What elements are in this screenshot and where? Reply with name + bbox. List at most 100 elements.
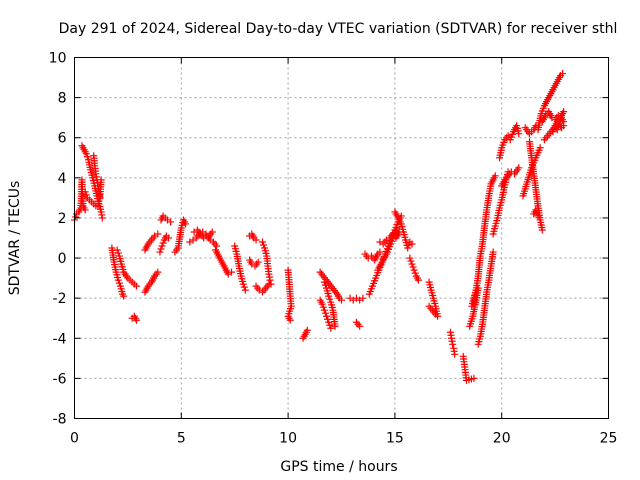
y-tick-label: -2 [53, 291, 67, 307]
data-point-marker [254, 258, 262, 266]
data-point-marker [327, 324, 335, 332]
data-point-marker [227, 268, 235, 276]
data-point-marker [241, 286, 249, 294]
y-tick-label: 0 [58, 251, 67, 267]
data-point-marker [303, 326, 311, 334]
data-point-marker [407, 257, 415, 265]
data-point-marker [154, 230, 162, 238]
data-point-marker [156, 248, 164, 256]
data-point-marker [266, 276, 274, 284]
data-point-marker [132, 316, 140, 324]
data-point-marker [114, 249, 122, 257]
data-point-marker [286, 316, 294, 324]
y-tick-label: -4 [53, 331, 67, 347]
data-point-marker [83, 153, 91, 161]
data-point-marker [404, 244, 412, 252]
data-point-marker [532, 206, 540, 214]
data-point-marker [72, 213, 80, 221]
x-tick-label: 15 [386, 431, 404, 447]
data-point-marker [393, 224, 401, 232]
data-point-marker [81, 206, 89, 214]
data-point-marker [115, 279, 123, 287]
data-point-marker [167, 218, 175, 226]
data-point-marker [120, 292, 128, 300]
data-point-marker [414, 276, 422, 284]
y-axis: -8 -6 -4 -2 0 2 4 6 8 10 [49, 51, 609, 428]
data-point-marker [323, 312, 331, 320]
y-tick-label: 8 [58, 91, 67, 107]
y-tick-label: 4 [58, 171, 67, 187]
data-point-marker [560, 122, 568, 130]
data-points [71, 70, 568, 384]
data-point-marker [538, 226, 546, 234]
plot-frame [74, 57, 609, 419]
y-axis-label: SDTVAR / TECUs [7, 181, 23, 296]
data-point-marker [331, 322, 339, 330]
data-point-marker [82, 191, 90, 199]
data-point-marker [96, 194, 104, 202]
data-point-marker [470, 374, 478, 382]
data-point-marker [410, 266, 418, 274]
data-point-marker [159, 239, 167, 247]
data-point-marker [213, 242, 221, 250]
data-point-marker [113, 246, 121, 254]
data-point-marker [406, 254, 414, 262]
data-point-marker [536, 144, 544, 152]
data-point-marker [321, 309, 329, 317]
data-point-marker [132, 282, 140, 290]
data-point-marker [240, 283, 248, 291]
data-point-marker [325, 292, 333, 300]
data-point-marker [560, 108, 568, 116]
data-point-marker [154, 268, 162, 276]
data-point-marker [405, 241, 413, 249]
x-axis-label: GPS time / hours [280, 459, 397, 475]
data-point-marker [239, 280, 247, 288]
x-tick-label: 0 [70, 431, 79, 447]
data-point-marker [319, 303, 327, 311]
data-point-marker [157, 245, 165, 253]
data-point-marker [533, 209, 541, 217]
y-tick-label: 10 [49, 51, 67, 67]
data-point-marker [114, 276, 122, 284]
data-point-marker [81, 188, 89, 196]
data-point-marker [252, 236, 260, 244]
data-point-marker [534, 212, 542, 220]
data-point-marker [338, 296, 345, 304]
data-point-marker [318, 300, 326, 308]
x-axis: 0 5 10 15 20 25 [70, 57, 618, 447]
data-point-marker [158, 242, 166, 250]
data-point-marker [491, 172, 499, 180]
y-tick-label: -8 [53, 412, 67, 428]
data-point-marker [408, 240, 416, 248]
y-tick-label: -6 [53, 371, 67, 387]
x-tick-label: 25 [600, 431, 618, 447]
data-point-marker [324, 315, 332, 323]
data-point-marker [489, 248, 497, 256]
data-point-marker [409, 263, 417, 271]
data-point-marker [98, 214, 106, 222]
data-point-marker [515, 130, 523, 138]
data-point-marker [326, 321, 334, 329]
x-tick-label: 20 [493, 431, 511, 447]
y-tick-label: 6 [58, 131, 67, 147]
data-point-marker [208, 228, 216, 236]
data-point-marker [376, 248, 384, 256]
data-point-marker [504, 132, 512, 140]
data-point-marker [549, 128, 557, 136]
x-tick-label: 10 [279, 431, 297, 447]
data-point-marker [356, 322, 364, 330]
data-point-marker [258, 238, 266, 246]
data-point-marker [559, 70, 567, 78]
data-point-marker [326, 295, 334, 303]
data-point-marker [515, 164, 523, 172]
data-point-marker [451, 350, 459, 358]
data-point-marker [320, 306, 328, 314]
data-point-marker [411, 269, 419, 277]
data-point-marker [164, 234, 172, 242]
x-tick-label: 5 [177, 431, 186, 447]
data-point-marker [182, 220, 190, 228]
data-point-marker [260, 241, 268, 249]
y-tick-label: 2 [58, 211, 67, 227]
data-point-marker [408, 260, 416, 268]
